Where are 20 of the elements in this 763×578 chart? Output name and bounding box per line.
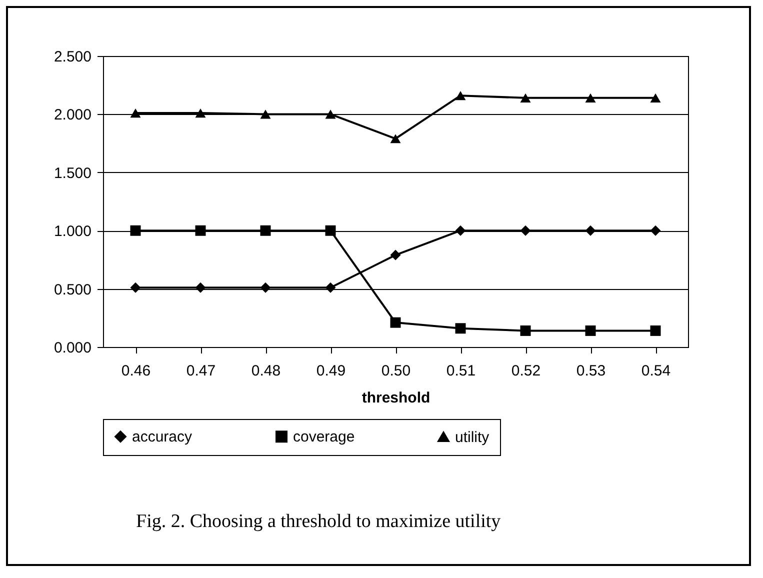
caption: Fig. 2. Choosing a threshold to maximize utility: [136, 511, 501, 533]
x-axis-title: threshold: [362, 390, 430, 406]
x-tick-label: 0.51: [446, 362, 476, 380]
x-tick-label: 0.52: [511, 362, 541, 380]
x-tick-label: 0.47: [186, 362, 216, 380]
y-tick-label: 1.000: [54, 223, 92, 240]
x-tick-label: 0.53: [576, 362, 606, 380]
legend-label: utility: [455, 428, 490, 446]
y-tick-label: 0.500: [54, 281, 92, 298]
legend-label: accuracy: [132, 428, 193, 446]
x-tick-label: 0.50: [381, 362, 411, 380]
legend-label: coverage: [293, 428, 355, 446]
y-tick-label: 1.500: [54, 164, 92, 182]
x-tick-label: 0.49: [316, 362, 346, 380]
x-tick-label: 0.46: [121, 362, 151, 380]
x-tick-label: 0.48: [251, 362, 281, 380]
y-tick-label: 0.000: [54, 340, 92, 356]
x-tick-label: 0.54: [641, 362, 671, 380]
y-tick-label: 2.500: [54, 48, 92, 66]
y-tick-label: 2.000: [54, 106, 92, 124]
